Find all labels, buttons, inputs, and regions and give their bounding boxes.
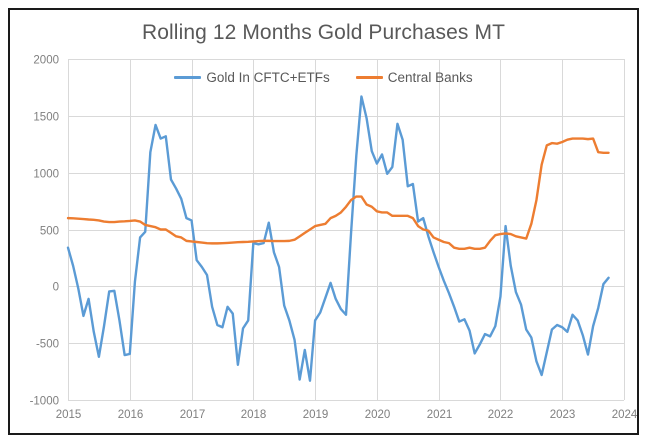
y-axis-tick-labels: 2000 1500 1000 500 0 -500 -1000: [30, 55, 59, 408]
x-axis-tick-label: 2021: [427, 409, 453, 421]
x-axis-tick-label: 2016: [118, 409, 144, 421]
series-line-central-banks: [66, 137, 610, 251]
vertical-gridlines: [68, 59, 625, 400]
x-axis-tick-label: 2022: [488, 409, 514, 421]
x-axis-tick-label: 2015: [56, 409, 82, 421]
x-axis-tick-label: 2023: [550, 409, 576, 421]
x-axis-tick-label: 2024: [612, 409, 638, 421]
y-axis-tick-label: 2000: [33, 55, 59, 67]
x-axis-tick-label: 2019: [303, 409, 329, 421]
y-axis-tick-label: 0: [53, 282, 59, 294]
data-series-group: [66, 95, 610, 382]
series-line-gold-in-cftc-etfs: [66, 95, 610, 382]
x-axis-tick-label: 2017: [180, 409, 206, 421]
y-axis-tick-label: -1000: [30, 396, 59, 408]
chart-title: Rolling 12 Months Gold Purchases MT: [142, 21, 505, 44]
x-axis-tick-label: 2020: [365, 409, 391, 421]
x-axis-tick-labels: 2015 2016 2017 2018 2019 2020 2021 2022 2023 2024: [56, 409, 638, 421]
x-axis-tick-label: 2018: [241, 409, 267, 421]
chart-container: Rolling 12 Months Gold Purchases MT 2000…: [8, 8, 639, 435]
y-axis-tick-label: 1500: [33, 112, 59, 124]
horizontal-gridlines: [68, 59, 624, 401]
y-axis-tick-label: 1000: [33, 169, 59, 181]
y-axis-tick-label: 500: [40, 226, 59, 238]
y-axis-tick-label: -500: [36, 339, 59, 351]
